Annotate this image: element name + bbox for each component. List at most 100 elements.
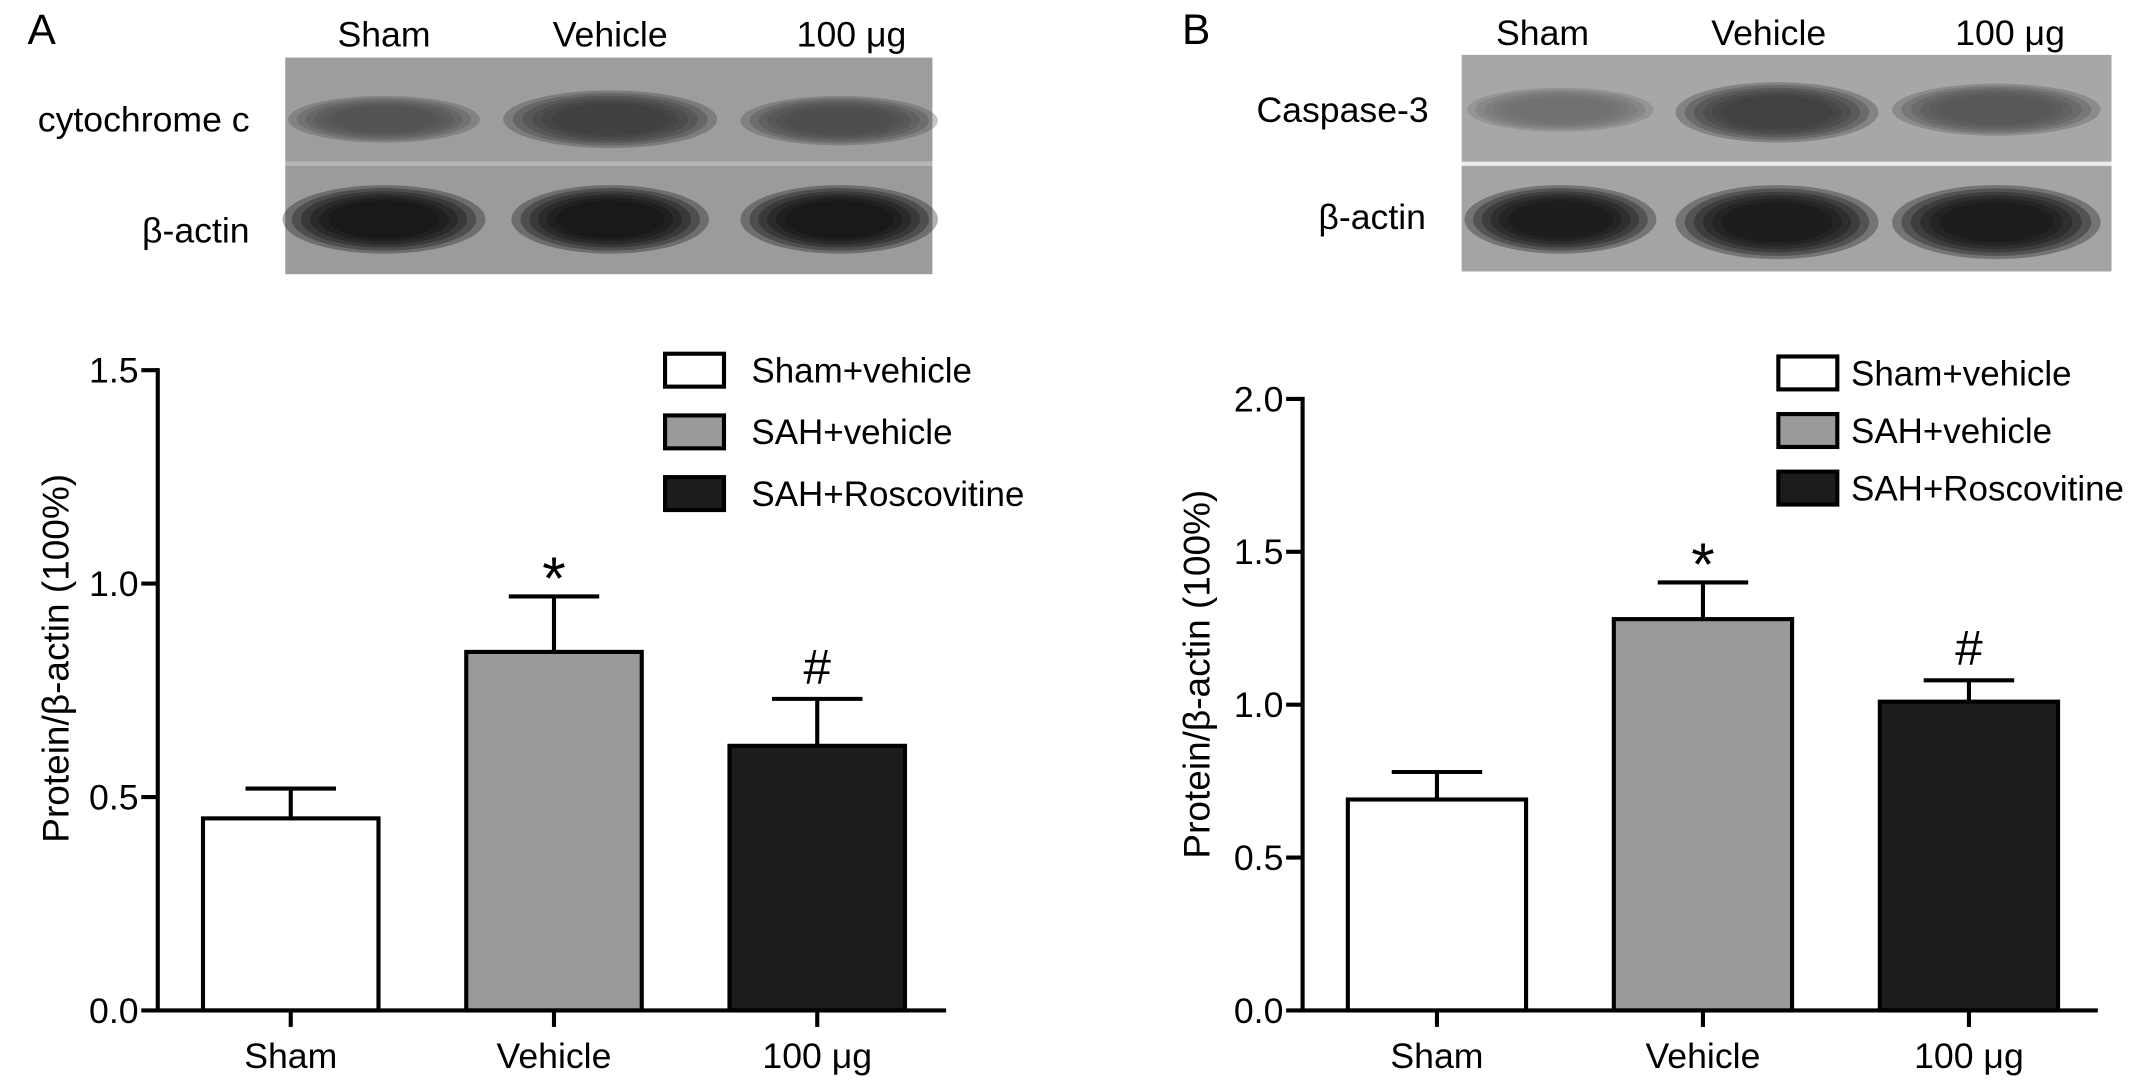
blot-band-shade (767, 102, 912, 139)
row-label-caspase-3: Caspase-3 (1256, 90, 1428, 130)
legend-label: Sham+vehicle (751, 352, 972, 391)
x-tick-label: Sham (1390, 1036, 1483, 1076)
blot-band-shade (1929, 198, 2063, 246)
blot-band-shade (1892, 185, 2101, 260)
blot-band-shade (511, 185, 709, 254)
panel-a: A Sham Vehicle 100 μg cytochrome c β-act… (28, 7, 1025, 1076)
error-bar (771, 696, 863, 746)
blot-bands (282, 90, 938, 254)
blot-band-shade (328, 200, 440, 239)
blot-band-shade (758, 191, 921, 248)
blot-band-shade (1702, 90, 1852, 135)
blot-band-shade (313, 102, 455, 137)
y-tick-label: 1.0 (1234, 685, 1284, 725)
panel-b: B Sham Vehicle 100 μg Caspase-3 β-actin … (1175, 7, 2124, 1076)
blot-band-shade (1721, 95, 1833, 130)
blot-band-shade (1920, 195, 2073, 250)
blot-band-shade (740, 185, 938, 254)
blot-band-shade (1483, 91, 1637, 128)
panel-letter: B (1182, 7, 1210, 54)
row-label-cytochrome-c: cytochrome c (38, 100, 250, 140)
blot-band-shade (547, 197, 674, 242)
blot-bands (1464, 82, 2101, 260)
blot-band-shade (1939, 95, 2054, 125)
blot-band-shade (784, 200, 894, 239)
y-axis-title: Protein/β-actin (100%) (35, 474, 77, 843)
blot-band-shade (749, 98, 929, 144)
blot-band (288, 95, 480, 143)
blot-band-shade (318, 197, 449, 242)
blot-band-shade (538, 194, 683, 245)
blot-strip-bottom (285, 165, 933, 275)
y-tick-label: 1.0 (89, 564, 139, 604)
legend-label: SAH+vehicle (1851, 412, 2052, 451)
western-blot (1461, 54, 2112, 272)
blot-band-shade (1507, 200, 1614, 239)
blot-divider (1461, 161, 2112, 166)
blot-band-shade (1910, 88, 2082, 132)
legend-swatch (1776, 469, 1840, 507)
blot-band (1892, 83, 2101, 136)
blot-band (1675, 185, 1879, 260)
significance-marker: * (1691, 530, 1714, 598)
blot-divider (285, 161, 933, 166)
blot-band-shade (1509, 97, 1612, 122)
lane-label-sham: Sham (337, 15, 430, 55)
legend-swatch (662, 475, 727, 513)
legend-label: SAH+Roscovitine (751, 475, 1024, 514)
blot-band (511, 185, 709, 254)
significance-marker: # (804, 640, 832, 695)
blot-band (740, 185, 938, 254)
blot-band-shade (282, 185, 486, 254)
blot-band-shade (1490, 194, 1631, 245)
blot-band-shade (1910, 191, 2082, 253)
blot-band (1675, 82, 1879, 143)
blot-band-shade (503, 90, 718, 149)
y-tick-label: 0.5 (89, 777, 139, 817)
blot-band-shade (1684, 85, 1870, 140)
bar (1611, 617, 1795, 1013)
blot-band (282, 185, 486, 254)
blot-band-shade (555, 200, 665, 239)
blot-band-shade (1675, 185, 1879, 260)
blot-band-shade (291, 188, 477, 251)
bar-chart-a: * #0.0 0.5 1.0 1.5 Sham Vehicle 100 μg Protein/β… (35, 351, 1025, 1077)
bar (1345, 797, 1529, 1013)
blot-band (1892, 185, 2101, 260)
significance-marker: # (1955, 621, 1983, 676)
error-bar (1657, 580, 1749, 620)
blot-band-shade (522, 95, 698, 143)
blot-band-shade (1711, 93, 1842, 132)
lane-label-sham: Sham (1496, 13, 1589, 53)
row-label-beta-actin: β-actin (1318, 197, 1426, 237)
blot-band-shade (1475, 89, 1646, 130)
blot-band-shade (1901, 85, 2092, 134)
blot-band-shade (1892, 83, 2101, 136)
lane-label-vehicle: Vehicle (553, 15, 668, 55)
y-tick-label: 1.5 (89, 351, 139, 391)
panel-letter: A (28, 7, 57, 54)
legend-label: Sham+vehicle (1851, 354, 2072, 393)
blot-band-shade (551, 103, 670, 136)
y-tick-label: 0.5 (1234, 838, 1284, 878)
legend-swatch (1776, 354, 1840, 392)
blot-band-shade (1492, 93, 1629, 126)
legend-label: SAH+vehicle (751, 413, 952, 452)
y-tick-label: 2.0 (1234, 379, 1284, 419)
blot-band-shade (1901, 188, 2092, 256)
error-bar (508, 594, 600, 652)
blot-band-shade (1500, 95, 1620, 124)
blot-strip-top (1461, 54, 2112, 162)
blot-band-shade (1498, 197, 1622, 242)
blot-strip-top (285, 57, 933, 162)
blot-band-shade (1721, 201, 1833, 243)
y-tick-label: 1.5 (1234, 532, 1284, 572)
blot-band-shade (1929, 92, 2063, 127)
y-tick-label: 0.0 (1234, 991, 1284, 1031)
blot-band-shade (740, 95, 938, 146)
blot-band-shade (331, 106, 437, 133)
legend-swatch (1776, 412, 1840, 450)
x-tick-label: 100 μg (1914, 1036, 2024, 1076)
y-axis-title: Protein/β-actin (100%) (1175, 490, 1217, 859)
legend-swatch (662, 413, 727, 451)
